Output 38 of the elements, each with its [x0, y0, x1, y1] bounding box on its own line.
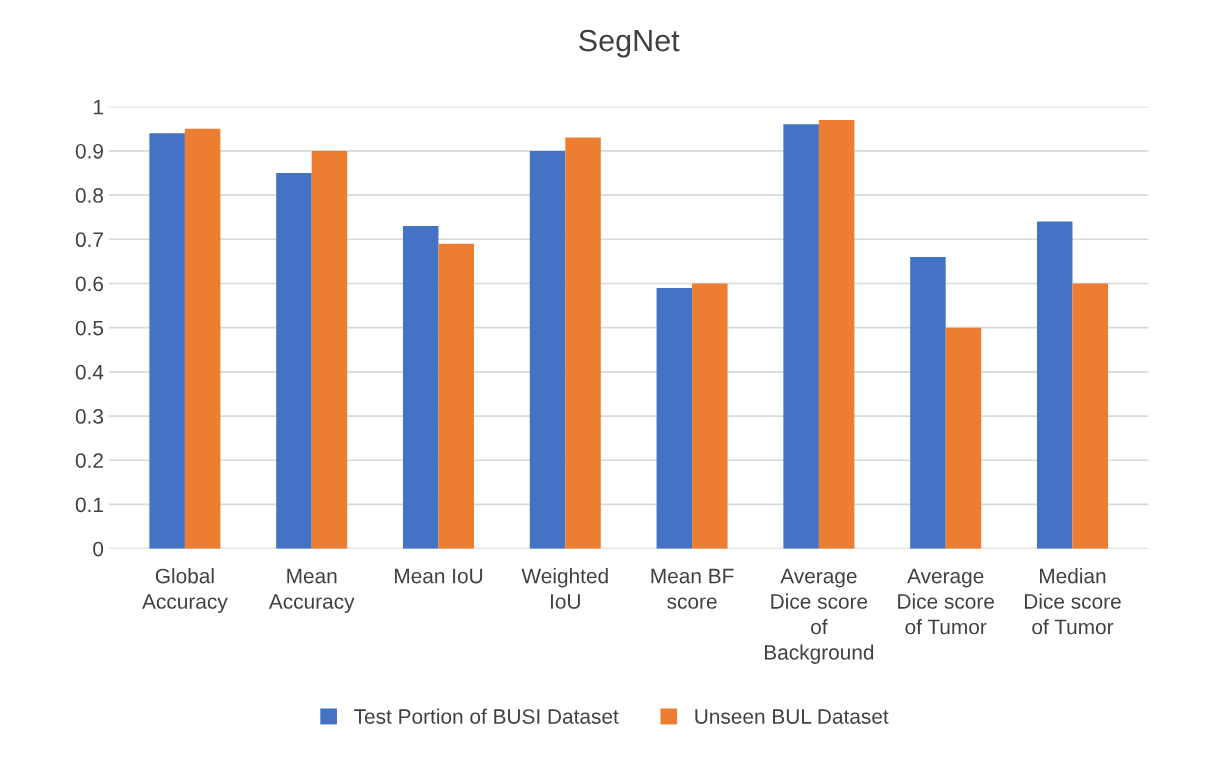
bar: [692, 283, 728, 549]
bar: [149, 133, 185, 549]
bar: [1072, 283, 1108, 549]
y-tick-label: 0.8: [75, 188, 104, 203]
bar: [945, 327, 982, 549]
bar: [656, 287, 693, 549]
bar: [1036, 221, 1073, 549]
bar: [565, 137, 601, 549]
x-tick-label: Average Dice score of Tumor: [898, 568, 994, 635]
y-tick-label: 0.4: [75, 364, 104, 380]
bar: [438, 243, 474, 549]
y-tick-label: 0: [93, 541, 104, 557]
y-tick-label: 0.2: [75, 453, 103, 468]
y-tick-label: 0.7: [75, 232, 103, 248]
x-tick-label: Average Dice score of Background: [765, 568, 874, 664]
bar: [783, 124, 819, 549]
x-tick-label: Mean Accuracy: [268, 568, 355, 613]
x-tick-label: Median Dice score of Tumor: [1024, 568, 1121, 635]
x-tick-label: Global Accuracy: [142, 568, 228, 613]
y-tick-label: 0.6: [75, 276, 104, 292]
x-tick-label: Mean IoU: [395, 568, 483, 584]
y-tick-label: 0.3: [75, 409, 104, 424]
bar: [910, 256, 946, 549]
bar: [402, 226, 439, 549]
legend-label: Unseen BUL Dataset: [695, 709, 889, 724]
chart-title: SegNet: [579, 29, 680, 58]
y-tick-label: 0.9: [75, 143, 103, 159]
bar: [311, 150, 348, 549]
bar: [529, 150, 566, 549]
bar: [818, 119, 855, 549]
y-tick-label: 0.1: [75, 497, 103, 513]
bar: [184, 128, 221, 549]
x-tick-label: Weighted IoU: [521, 568, 608, 609]
y-tick-label: 1: [93, 99, 103, 115]
y-tick-label: 0.5: [75, 320, 104, 336]
bar: [276, 172, 312, 549]
legend-label: Test Portion of BUSI Dataset: [354, 708, 619, 724]
x-tick-label: Mean BF score: [651, 568, 734, 609]
